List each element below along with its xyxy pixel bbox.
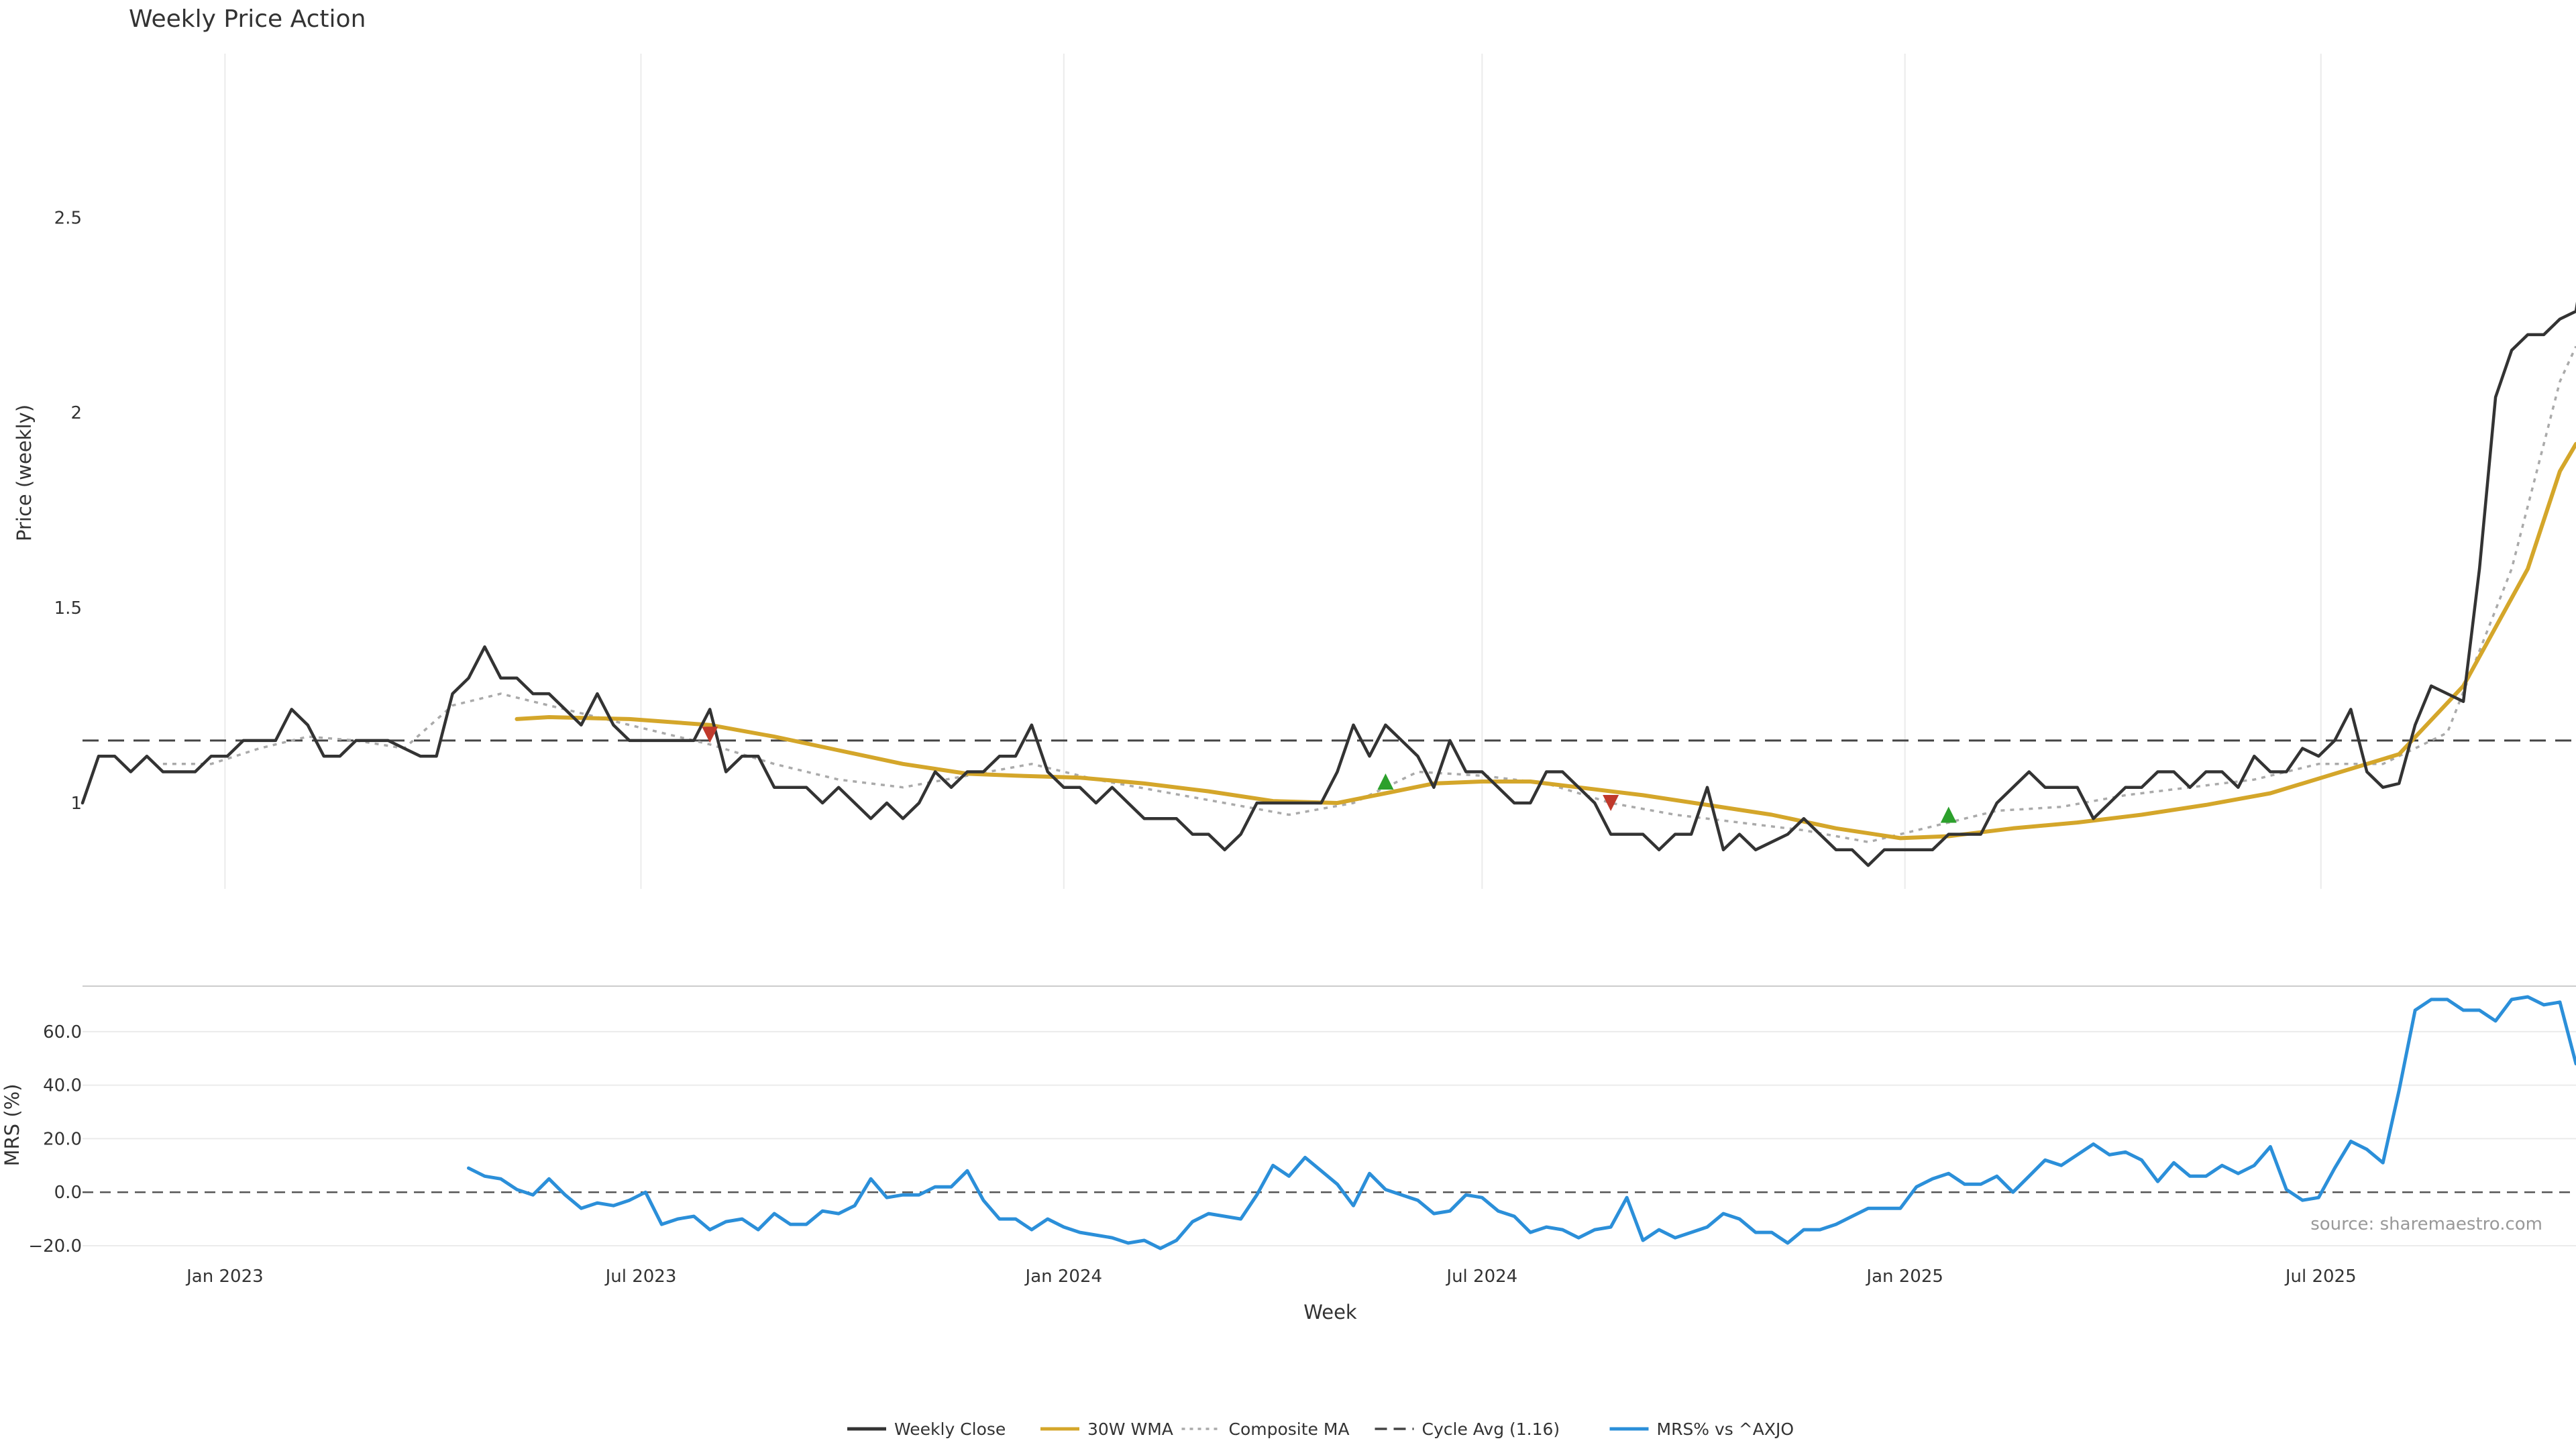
mrs-y-tick-label: 20.0 — [43, 1129, 82, 1149]
source-note: source: sharemaestro.com — [2310, 1214, 2542, 1234]
mrs-y-tick-label: 40.0 — [43, 1076, 82, 1096]
series-composite-ma — [162, 345, 2576, 843]
mrs-panel-grid — [83, 985, 2576, 1247]
legend-label-weekly-close: Weekly Close — [894, 1419, 1006, 1439]
price-y-axis-ticks: 1 1.5 2 2.5 — [54, 208, 82, 814]
mrs-y-tick-label: 0.0 — [54, 1183, 82, 1203]
sell-signal-marker — [1603, 795, 1619, 812]
x-axis-ticks: Jan 2023 Jul 2023 Jan 2024 Jul 2024 Jan 2025… — [185, 1267, 2356, 1287]
mrs-y-axis-ticks: −20.0 0.0 20.0 40.0 60.0 — [28, 1022, 82, 1256]
series-mrs-vs-axjo — [467, 995, 2576, 1250]
price-y-tick-label: 1 — [70, 794, 82, 814]
price-panel-grid — [224, 54, 2322, 889]
series-layer — [80, 301, 2576, 1250]
mrs-y-tick-label: −20.0 — [28, 1236, 82, 1256]
price-y-tick-label: 1.5 — [54, 598, 82, 619]
chart-title: Weekly Price Action — [129, 5, 366, 33]
x-tick-label: Jan 2025 — [1865, 1267, 1943, 1287]
price-y-tick-label: 2 — [70, 403, 82, 423]
legend-label-composite-ma: Composite MA — [1229, 1419, 1350, 1439]
series-weekly-close — [80, 301, 2576, 867]
price-y-axis-label: Price (weekly) — [13, 405, 36, 541]
price-y-tick-label: 2.5 — [54, 208, 82, 228]
x-tick-label: Jan 2023 — [185, 1267, 264, 1287]
sell-signal-marker — [702, 727, 718, 743]
x-axis-label: Week — [1303, 1301, 1357, 1324]
legend-label-mrs-vs-axjo: MRS% vs ^AXJO — [1657, 1419, 1794, 1439]
buy-signal-marker — [1377, 773, 1394, 790]
x-tick-label: Jul 2025 — [2284, 1267, 2357, 1287]
mrs-y-axis-label: MRS (%) — [1, 1084, 23, 1167]
x-tick-label: Jan 2024 — [1024, 1267, 1103, 1287]
legend-label-cycle-avg-1-16: Cycle Avg (1.16) — [1422, 1419, 1560, 1439]
legend-label-30w-wma: 30W WMA — [1087, 1419, 1173, 1439]
series-30w-wma — [515, 441, 2576, 841]
x-tick-label: Jul 2023 — [604, 1267, 677, 1287]
chart-legend: Weekly Close 30W WMA Composite MA Cycle Avg… — [847, 1419, 1794, 1439]
mrs-y-tick-label: 60.0 — [43, 1022, 82, 1042]
signal-markers — [702, 727, 1957, 823]
x-tick-label: Jul 2024 — [1445, 1267, 1517, 1287]
buy-signal-marker — [1940, 806, 1957, 823]
